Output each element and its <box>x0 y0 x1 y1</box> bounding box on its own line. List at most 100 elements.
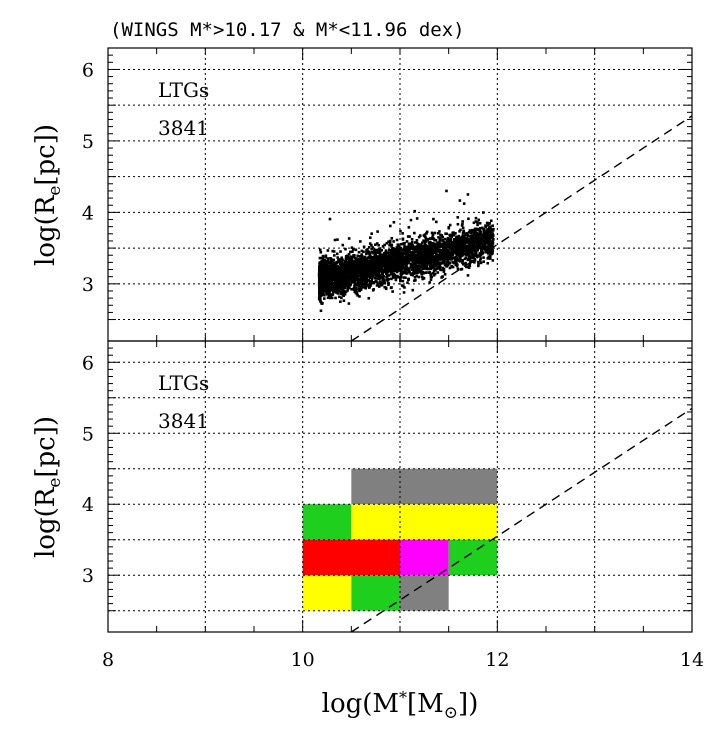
heatmap-panel: 3 4 5 6 8 10 12 14 LTGs 3841 <box>82 340 704 671</box>
scatter-point <box>386 251 389 254</box>
scatter-point <box>324 278 327 282</box>
scatter-point <box>409 246 413 250</box>
scatter-point <box>462 242 466 246</box>
scatter-point <box>323 282 327 285</box>
scatter-point <box>376 261 380 265</box>
scatter-point <box>415 241 419 245</box>
scatter-point <box>438 253 441 256</box>
scatter-point <box>333 271 337 274</box>
scatter-point <box>434 249 438 253</box>
scatter-point <box>408 270 411 274</box>
scatter-point <box>405 258 408 261</box>
scatter-point <box>425 267 428 271</box>
scatter-point <box>407 246 411 250</box>
scatter-point <box>321 284 325 288</box>
scatter-point <box>423 267 427 270</box>
scatter-point <box>409 218 413 222</box>
scatter-point <box>414 264 417 267</box>
scatter-point <box>479 230 482 234</box>
scatter-point <box>420 272 423 276</box>
scatter-point <box>328 289 332 293</box>
scatter-point <box>334 280 338 284</box>
scatter-point <box>371 274 375 278</box>
scatter-point <box>323 293 326 297</box>
scatter-point <box>348 273 352 277</box>
scatter-point <box>454 236 458 240</box>
scatter-point <box>440 250 443 254</box>
scatter-point <box>321 258 325 261</box>
scatter-point <box>332 284 336 288</box>
scatter-point <box>344 272 347 276</box>
scatter-point <box>366 265 369 269</box>
scatter-point <box>456 249 459 253</box>
scatter-point <box>457 247 460 251</box>
scatter-point <box>377 243 380 247</box>
scatter-point <box>463 240 467 243</box>
scatter-point <box>374 250 377 254</box>
scatter-point <box>374 252 378 255</box>
scatter-point <box>360 283 364 287</box>
scatter-point <box>385 264 389 268</box>
scatter-point <box>346 289 349 292</box>
scatter-point <box>388 251 391 255</box>
scatter-point <box>476 241 480 245</box>
scatter-point <box>379 284 383 287</box>
scatter-point <box>491 232 494 235</box>
scatter-point <box>441 254 445 258</box>
scatter-point <box>330 278 334 282</box>
scatter-point <box>444 232 447 235</box>
scatter-point <box>489 229 493 233</box>
scatter-point <box>325 260 328 263</box>
scatter-point <box>389 257 392 261</box>
scatter-points <box>317 189 495 313</box>
scatter-point <box>361 275 365 278</box>
scatter-point <box>417 250 421 254</box>
scatter-point <box>434 264 438 268</box>
scatter-point <box>419 248 423 252</box>
scatter-point <box>356 294 359 297</box>
scatter-point <box>385 274 389 278</box>
scatter-point <box>414 245 417 249</box>
scatter-point <box>398 277 402 281</box>
scatter-point <box>413 231 416 235</box>
scatter-point <box>381 256 385 260</box>
scatter-point <box>393 249 397 252</box>
scatter-point <box>327 261 331 264</box>
scatter-point <box>398 279 402 283</box>
scatter-point <box>344 258 348 262</box>
scatter-point <box>350 287 353 291</box>
scatter-point <box>461 234 465 238</box>
scatter-point <box>384 265 387 269</box>
scatter-point <box>417 245 421 249</box>
scatter-point <box>490 248 494 251</box>
scatter-point <box>467 257 470 261</box>
scatter-point <box>407 277 411 281</box>
scatter-point <box>333 261 337 265</box>
scatter-point <box>482 260 485 263</box>
scatter-point <box>462 239 465 242</box>
ticks-bottom <box>107 340 693 632</box>
scatter-point <box>431 232 435 236</box>
scatter-point <box>483 243 486 247</box>
scatter-point <box>492 237 495 241</box>
scatter-point <box>364 279 367 283</box>
scatter-point <box>373 255 376 259</box>
scatter-point <box>454 232 457 235</box>
scatter-point <box>355 286 358 290</box>
scatter-point <box>333 254 336 257</box>
scatter-point <box>429 246 433 250</box>
scatter-point <box>383 285 386 289</box>
scatter-point <box>357 257 361 261</box>
scatter-point <box>488 257 492 260</box>
scatter-point <box>393 251 396 254</box>
scatter-point <box>451 265 455 269</box>
scatter-point <box>413 209 417 213</box>
scatter-point <box>407 261 410 264</box>
scatter-point <box>478 259 482 262</box>
scatter-point <box>388 241 392 245</box>
scatter-point <box>449 246 453 250</box>
scatter-point <box>436 253 439 257</box>
scatter-point <box>426 238 429 241</box>
scatter-point <box>381 270 384 274</box>
scatter-point <box>428 242 432 246</box>
